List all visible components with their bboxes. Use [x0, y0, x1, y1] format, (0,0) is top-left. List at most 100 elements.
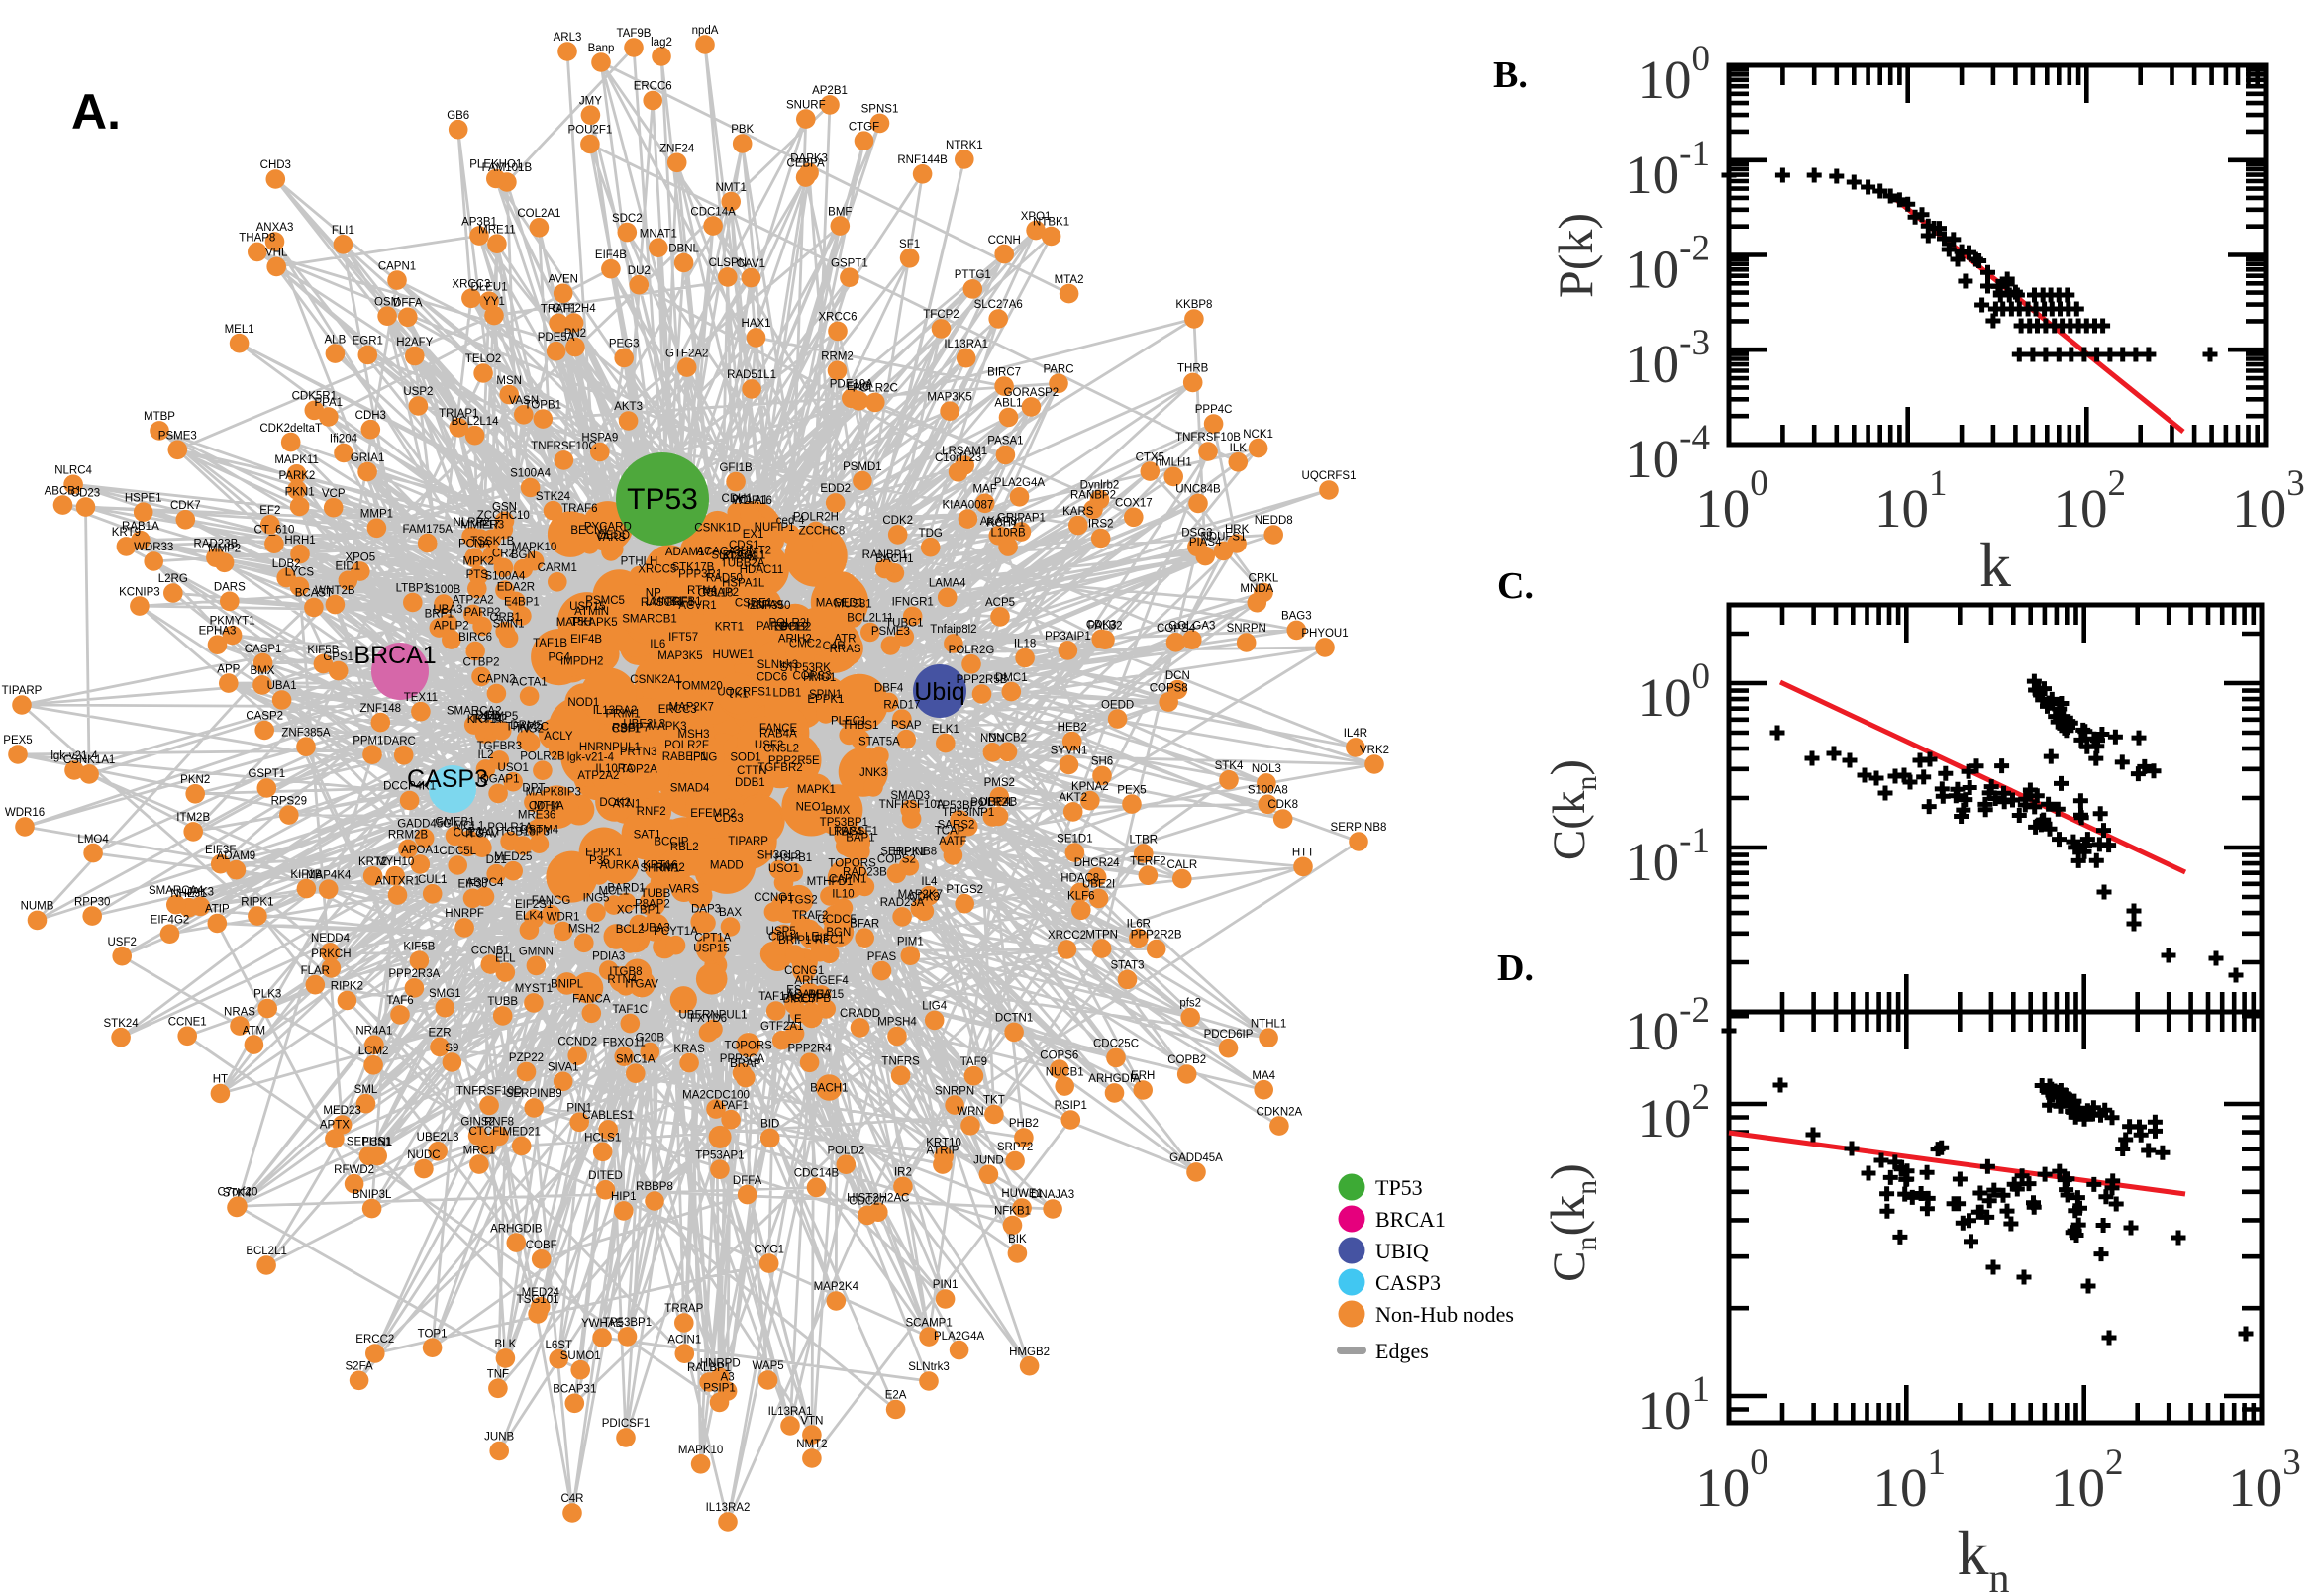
- svg-text:SPNS1: SPNS1: [861, 104, 899, 116]
- svg-text:CCL3: CCL3: [454, 828, 482, 840]
- svg-text:ZNF385A: ZNF385A: [281, 727, 331, 739]
- svg-text:Non-Hub nodes: Non-Hub nodes: [1375, 1302, 1514, 1327]
- svg-text:SHMT2: SHMT2: [733, 546, 771, 557]
- svg-text:FXYD6: FXYD6: [690, 1013, 727, 1025]
- svg-text:NUFIP1: NUFIP1: [755, 522, 795, 534]
- svg-text:BGN: BGN: [826, 927, 851, 939]
- svg-text:TSSK1B: TSSK1B: [470, 536, 514, 548]
- svg-text:IL6R: IL6R: [1127, 919, 1151, 931]
- svg-text:SIVA1: SIVA1: [548, 1062, 579, 1074]
- svg-text:PFAS: PFAS: [867, 951, 897, 963]
- svg-text:TUBB: TUBB: [487, 996, 518, 1008]
- svg-text:HMG1: HMG1: [803, 672, 836, 684]
- svg-text:MNDA: MNDA: [1240, 583, 1273, 595]
- svg-text:DCN: DCN: [1165, 670, 1190, 682]
- svg-text:TAF1C: TAF1C: [613, 1004, 649, 1016]
- svg-text:NDN: NDN: [980, 733, 1005, 745]
- svg-text:USP15: USP15: [693, 944, 729, 955]
- svg-text:TUBB2A: TUBB2A: [721, 557, 765, 569]
- svg-text:AURKA: AURKA: [600, 860, 640, 872]
- svg-text:SLC25A11: SLC25A11: [711, 550, 765, 562]
- svg-text:PEX5: PEX5: [3, 735, 32, 747]
- svg-text:DFFA: DFFA: [393, 298, 423, 310]
- svg-text:ERCC2: ERCC2: [355, 1334, 394, 1346]
- svg-text:VARS: VARS: [596, 532, 627, 544]
- svg-text:BAG3: BAG3: [1281, 611, 1312, 623]
- svg-text:IL13RA1: IL13RA1: [768, 1406, 813, 1418]
- svg-text:GTF2H4: GTF2H4: [553, 303, 597, 315]
- svg-text:RASSF1: RASSF1: [834, 826, 878, 838]
- svg-text:PRIM1: PRIM1: [606, 709, 641, 721]
- svg-text:THBS1: THBS1: [842, 720, 878, 732]
- svg-text:UBE4B: UBE4B: [980, 797, 1018, 809]
- svg-text:ITGAV: ITGAV: [465, 828, 499, 840]
- svg-text:BIK: BIK: [1008, 1234, 1027, 1246]
- svg-text:ITM2B: ITM2B: [176, 812, 210, 824]
- svg-text:SERPINB8: SERPINB8: [880, 847, 937, 858]
- svg-text:UBE2I: UBE2I: [1082, 879, 1115, 891]
- svg-text:ACACA: ACACA: [696, 546, 736, 557]
- svg-text:S100A4: S100A4: [510, 468, 552, 480]
- svg-text:PPP2R5B: PPP2R5B: [957, 674, 1008, 686]
- svg-text:ERCC6: ERCC6: [634, 81, 672, 93]
- svg-text:DEDD: DEDD: [598, 530, 631, 542]
- svg-text:USF2: USF2: [107, 937, 136, 948]
- svg-text:AP2B1: AP2B1: [812, 85, 848, 97]
- svg-text:CSNK1A1: CSNK1A1: [63, 754, 115, 766]
- svg-text:RANBP2: RANBP2: [1070, 490, 1116, 502]
- svg-text:TOP1: TOP1: [418, 1328, 448, 1340]
- svg-text:SYVN1: SYVN1: [1051, 746, 1088, 757]
- svg-text:PTHLH: PTHLH: [621, 556, 658, 568]
- svg-text:MPK2: MPK2: [463, 556, 494, 568]
- svg-text:SMN1: SMN1: [493, 619, 525, 631]
- svg-text:RSIP1: RSIP1: [1055, 1100, 1087, 1112]
- svg-text:GINS2: GINS2: [460, 1116, 495, 1128]
- svg-text:JUNB: JUNB: [484, 1432, 514, 1444]
- svg-text:LAMA4: LAMA4: [929, 578, 966, 590]
- svg-text:CCL18: CCL18: [698, 587, 734, 599]
- svg-text:NDUFS1: NDUFS1: [1200, 532, 1246, 544]
- svg-text:ERH: ERH: [1131, 1070, 1155, 1082]
- svg-text:MMP17: MMP17: [460, 519, 500, 531]
- svg-text:TOMM20: TOMM20: [675, 681, 723, 693]
- svg-text:FAM101B: FAM101B: [482, 162, 533, 174]
- svg-text:SUMO1: SUMO1: [560, 1350, 601, 1362]
- svg-text:GMNN: GMNN: [519, 947, 554, 958]
- svg-text:E4BP1: E4BP1: [504, 596, 540, 608]
- svg-text:ORB1: ORB1: [490, 612, 521, 624]
- svg-text:KRT10: KRT10: [926, 1137, 961, 1148]
- svg-text:EDD2: EDD2: [820, 483, 851, 495]
- svg-text:HNRNPUL1: HNRNPUL1: [579, 742, 641, 753]
- svg-text:CARM1: CARM1: [538, 562, 577, 574]
- svg-text:EPPK1: EPPK1: [585, 848, 622, 859]
- svg-text:H2AFY: H2AFY: [396, 337, 433, 349]
- svg-text:CTTN: CTTN: [737, 765, 767, 777]
- svg-text:WAP5: WAP5: [753, 1360, 784, 1372]
- svg-text:NTBK1: NTBK1: [1033, 217, 1069, 229]
- svg-text:SH6: SH6: [1091, 756, 1113, 768]
- svg-text:WDR16: WDR16: [733, 495, 772, 507]
- svg-text:APOA1: APOA1: [401, 845, 439, 856]
- svg-text:TP53BP1: TP53BP1: [820, 817, 868, 829]
- svg-text:FANCG: FANCG: [532, 895, 571, 907]
- svg-text:CR2: CR2: [492, 549, 515, 560]
- svg-text:NUMB: NUMB: [21, 901, 54, 913]
- svg-text:TRIAP1: TRIAP1: [439, 408, 478, 420]
- svg-text:RPP30: RPP30: [74, 896, 110, 908]
- svg-text:KRT14: KRT14: [467, 714, 503, 726]
- svg-text:NLRP2: NLRP2: [454, 517, 490, 529]
- svg-text:PEX5: PEX5: [1117, 784, 1146, 796]
- svg-text:HT: HT: [213, 1074, 228, 1086]
- svg-text:GFI1B: GFI1B: [719, 462, 753, 474]
- svg-text:AKT2: AKT2: [1059, 792, 1087, 804]
- svg-text:PPM1D: PPM1D: [353, 735, 392, 747]
- svg-text:COPS3: COPS3: [793, 671, 832, 683]
- svg-text:IFNGR1: IFNGR1: [892, 597, 934, 609]
- svg-text:THAP8: THAP8: [239, 233, 275, 245]
- svg-text:EID1: EID1: [336, 561, 361, 573]
- svg-text:GSN: GSN: [492, 502, 517, 514]
- svg-text:COX17: COX17: [1115, 498, 1153, 510]
- svg-text:RAD23B: RAD23B: [843, 867, 887, 879]
- svg-text:DMC1: DMC1: [995, 672, 1028, 684]
- svg-text:ES: ES: [786, 985, 802, 997]
